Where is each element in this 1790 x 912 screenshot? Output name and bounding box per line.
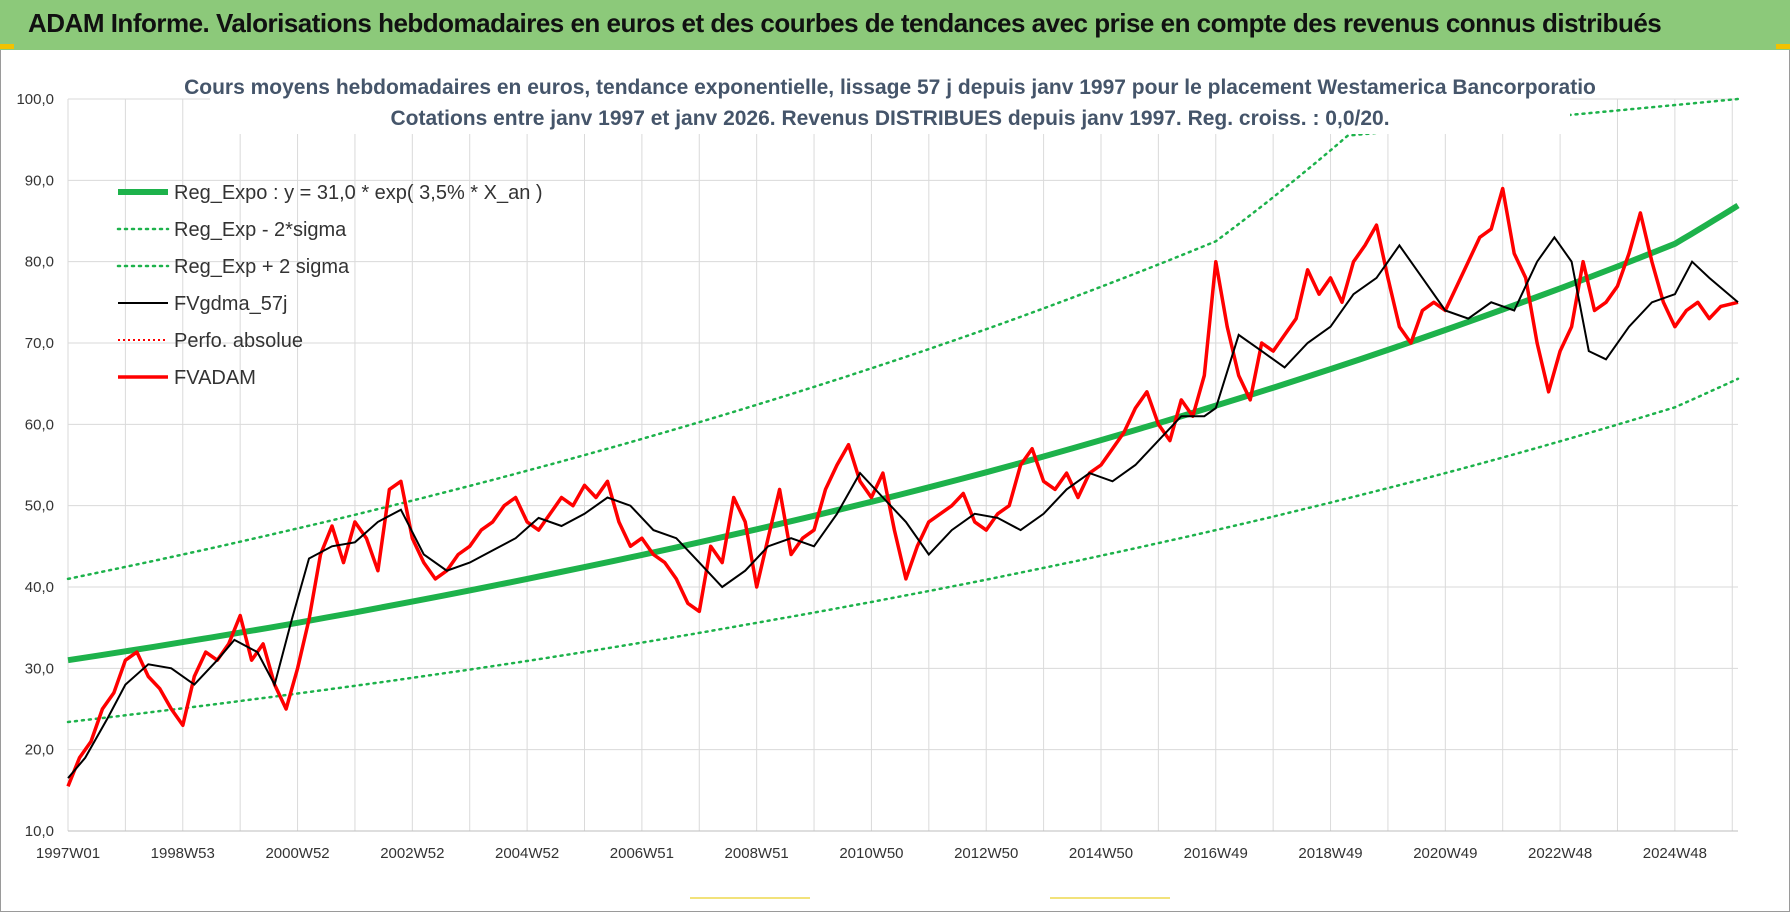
x-tick-label: 2004W52 (495, 845, 559, 862)
corner-marker-right (1776, 44, 1790, 49)
x-tick-label: 2012W50 (954, 845, 1018, 862)
x-tick-label: 1998W53 (151, 845, 215, 862)
x-tick-label: 1997W01 (36, 845, 100, 862)
y-tick-label: 10,0 (25, 823, 54, 840)
x-tick-label: 2022W48 (1528, 845, 1592, 862)
series-exponential-trend (67, 202, 1740, 664)
y-tick-label: 90,0 (25, 172, 54, 189)
report-banner-title: ADAM Informe. Valorisations hebdomadaire… (28, 8, 1662, 38)
legend: Reg_Expo : y = 31,0 * exp( 3,5% * X_an )… (116, 182, 543, 389)
series-lower-band (66, 377, 1740, 724)
chart-title: Cours moyens hebdomadaires en euros, ten… (184, 76, 1596, 99)
x-tick-label: 2006W51 (610, 845, 674, 862)
corner-marker-left (0, 44, 14, 49)
series-upper-band (66, 97, 1740, 581)
x-tick-label: 2014W50 (1069, 845, 1133, 862)
x-tick-label: 2016W49 (1184, 845, 1248, 862)
series-fvgdma-57j (67, 235, 1739, 779)
legend-label: Perfo. absolue (174, 330, 303, 352)
y-tick-label: 50,0 (25, 498, 54, 515)
grid (67, 98, 1738, 832)
legend-label: FVgdma_57j (174, 293, 287, 315)
y-tick-label: 30,0 (25, 660, 54, 677)
legend-label: Reg_Exp + 2 sigma (174, 256, 350, 278)
y-tick-label: 70,0 (25, 335, 54, 352)
y-tick-label: 40,0 (25, 579, 54, 596)
y-tick-label: 60,0 (25, 416, 54, 433)
chart-subtitle: Cotations entre janv 1997 et janv 2026. … (390, 107, 1389, 130)
x-tick-label: 2010W50 (839, 845, 903, 862)
x-tick-label: 2002W52 (380, 845, 444, 862)
x-tick-label: 2018W49 (1298, 845, 1362, 862)
y-axis: 10,0 20,0 30,0 40,0 50,0 60,0 70,0 80,0 90,0 100,… (16, 91, 54, 840)
legend-label: FVADAM (174, 367, 256, 389)
legend-label: Reg_Exp - 2*sigma (174, 219, 347, 241)
series-fvadam (66, 186, 1739, 787)
x-tick-label: 2000W52 (265, 845, 329, 862)
y-tick-label: 100,0 (16, 91, 54, 108)
x-tick-label: 2008W51 (725, 845, 789, 862)
legend-label: Reg_Expo : y = 31,0 * exp( 3,5% * X_an ) (174, 182, 543, 204)
series-group (66, 97, 1740, 787)
report-banner: ADAM Informe. Valorisations hebdomadaire… (0, 0, 1790, 50)
title-backdrop (210, 72, 1570, 134)
x-axis: 1997W01 1998W53 2000W52 2002W52 2004W52 2006W… (36, 830, 1738, 862)
x-tick-label: 2020W49 (1413, 845, 1477, 862)
y-tick-label: 20,0 (25, 742, 54, 759)
y-tick-label: 80,0 (25, 254, 54, 271)
x-tick-label: 2024W48 (1643, 845, 1707, 862)
